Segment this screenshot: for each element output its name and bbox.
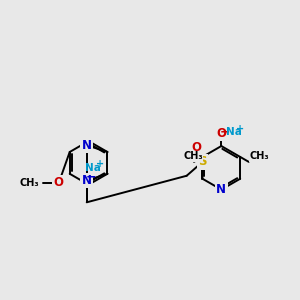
Text: N: N xyxy=(216,183,226,196)
Text: O: O xyxy=(54,176,64,189)
Text: S: S xyxy=(198,155,207,168)
Text: Na: Na xyxy=(226,127,242,137)
Text: +: + xyxy=(96,160,104,170)
Text: +: + xyxy=(236,124,244,134)
Text: N: N xyxy=(82,139,92,152)
Text: CH₃: CH₃ xyxy=(183,152,203,161)
Text: O: O xyxy=(192,140,202,154)
Text: CH₃: CH₃ xyxy=(250,152,269,161)
Text: Na: Na xyxy=(85,163,101,173)
Text: −: − xyxy=(220,125,231,138)
Text: −: − xyxy=(86,170,96,183)
Text: O: O xyxy=(216,127,226,140)
Text: CH₃: CH₃ xyxy=(20,178,39,188)
Text: N: N xyxy=(82,174,92,187)
